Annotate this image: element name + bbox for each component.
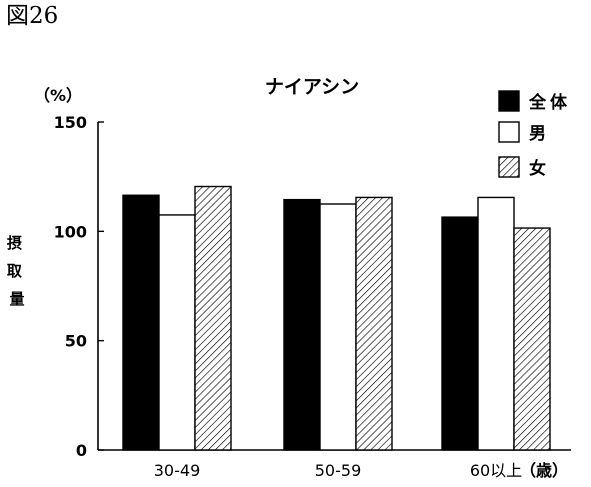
bar [513,227,551,451]
x-axis-unit-label: （歳） [520,461,568,480]
legend-swatch [498,121,520,143]
y-tick-label: 100 [54,222,87,241]
y-tick-label: 50 [65,332,87,351]
bar-group [122,185,232,451]
legend-label: 女 [529,158,550,179]
y-unit-label: （%） [34,86,82,105]
bar [477,196,515,451]
chart-title: ナイアシン [265,76,359,98]
bar-groups [122,185,551,451]
x-tick-label: 50-59 [315,461,362,480]
y-axis-label: 摂 取 量 [7,234,27,308]
x-tick-label: 30-49 [154,461,201,480]
y-tick-label: 0 [76,441,87,460]
bar [122,194,160,451]
y-axis-ticks: 0 50 100 150 [54,113,104,460]
bar-group [441,196,551,451]
figure-label: 図26 [6,3,59,29]
x-tick-label: 60以上 [470,461,522,480]
bar [355,196,393,451]
y-axis-label-char: 量 [9,290,24,308]
bar [283,198,321,451]
legend-label: 男 [529,124,550,144]
x-axis-labels: 30-49 50-59 60以上（歳） [154,461,568,480]
y-axis-label-char: 取 [7,262,23,280]
bar-group [283,196,393,451]
y-tick-label: 150 [54,113,87,132]
bar [194,185,232,451]
bar [319,203,357,451]
bar [158,214,196,451]
legend-label: 全体 [528,92,571,113]
y-axis-label-char: 摂 [7,234,22,252]
legend-swatch [498,90,520,112]
legend-swatch [498,156,520,178]
bar [441,216,479,451]
